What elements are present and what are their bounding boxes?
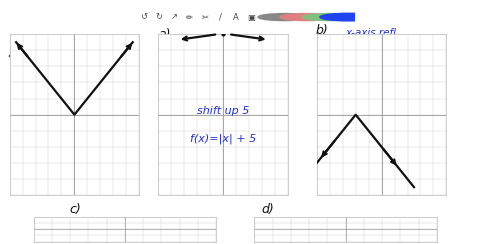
Circle shape bbox=[280, 14, 333, 20]
Text: f(x)=|x| + 5: f(x)=|x| + 5 bbox=[190, 133, 256, 144]
Text: shift left: shift left bbox=[346, 41, 388, 51]
Text: ↺: ↺ bbox=[140, 13, 147, 21]
Text: x-axis refl .: x-axis refl . bbox=[346, 28, 403, 38]
Circle shape bbox=[258, 14, 311, 20]
Text: ✏: ✏ bbox=[186, 13, 193, 21]
Text: ↗: ↗ bbox=[171, 13, 178, 21]
Text: d): d) bbox=[262, 203, 275, 216]
Text: f(x)=|x|: f(x)=|x| bbox=[36, 49, 89, 63]
Text: /: / bbox=[219, 13, 222, 21]
Text: ↻: ↻ bbox=[155, 13, 162, 21]
Text: A: A bbox=[233, 13, 239, 21]
Text: b): b) bbox=[315, 24, 328, 37]
Text: c): c) bbox=[70, 203, 81, 216]
Text: a): a) bbox=[158, 28, 171, 41]
Text: ✂: ✂ bbox=[202, 13, 208, 21]
Circle shape bbox=[320, 13, 377, 21]
Text: shift up 5: shift up 5 bbox=[197, 106, 250, 116]
Circle shape bbox=[302, 14, 355, 20]
Text: ▣: ▣ bbox=[248, 13, 255, 21]
